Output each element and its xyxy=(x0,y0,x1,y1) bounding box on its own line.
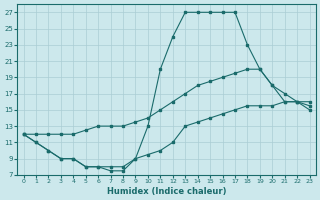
X-axis label: Humidex (Indice chaleur): Humidex (Indice chaleur) xyxy=(107,187,226,196)
